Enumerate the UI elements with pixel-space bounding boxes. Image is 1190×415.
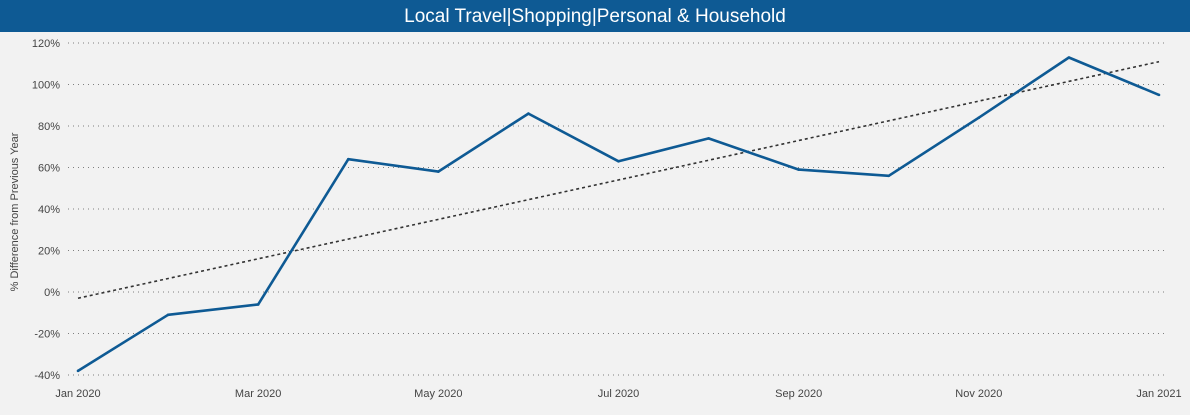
data-point (887, 174, 891, 178)
data-point (617, 159, 620, 163)
chart-title: Local Travel|Shopping|Personal & Househo… (0, 0, 1190, 32)
y-tick-label: 40% (38, 204, 60, 216)
line-chart: -40% -20% 0% 20% 40% 60% 80% 100% 120% Jan 2020 M… (9, 38, 1182, 400)
data-point (1067, 56, 1071, 59)
x-axis-ticks: Jan 2020 Mar 2020 May 2020 Jul 2020 Sep 2020… (55, 388, 1181, 400)
y-tick-label: 80% (38, 121, 60, 133)
y-tick-label: 120% (32, 38, 60, 50)
y-tick-label: 100% (32, 80, 60, 92)
x-tick-label: May 2020 (414, 388, 462, 400)
y-axis-ticks: -40% -20% 0% 20% 40% 60% 80% 100% 120% (32, 38, 60, 382)
data-point (977, 116, 981, 119)
y-tick-label: 60% (38, 163, 60, 175)
y-tick-label: -40% (34, 370, 60, 382)
data-point (527, 112, 530, 115)
x-tick-label: Nov 2020 (955, 388, 1002, 400)
x-tick-label: Jan 2020 (55, 388, 100, 400)
y-tick-label: 20% (38, 246, 60, 258)
series-points (76, 56, 1161, 373)
data-point (346, 157, 350, 161)
gridlines (68, 42, 1168, 376)
data-point (437, 170, 440, 173)
data-point (1157, 93, 1161, 97)
x-tick-label: Mar 2020 (235, 388, 281, 400)
y-tick-label: -20% (34, 329, 60, 341)
series-line (77, 56, 1160, 373)
y-axis-title: % Difference from Previous Year (9, 132, 21, 291)
data-point (707, 137, 710, 140)
x-tick-label: Jan 2021 (1136, 388, 1181, 400)
data-point (797, 168, 800, 171)
data-point (256, 303, 260, 306)
trend-line (77, 60, 1160, 300)
data-point (76, 369, 80, 373)
x-tick-label: Sep 2020 (775, 388, 822, 400)
x-tick-label: Jul 2020 (598, 388, 640, 400)
y-tick-label: 0% (44, 287, 60, 299)
data-point (166, 313, 170, 317)
